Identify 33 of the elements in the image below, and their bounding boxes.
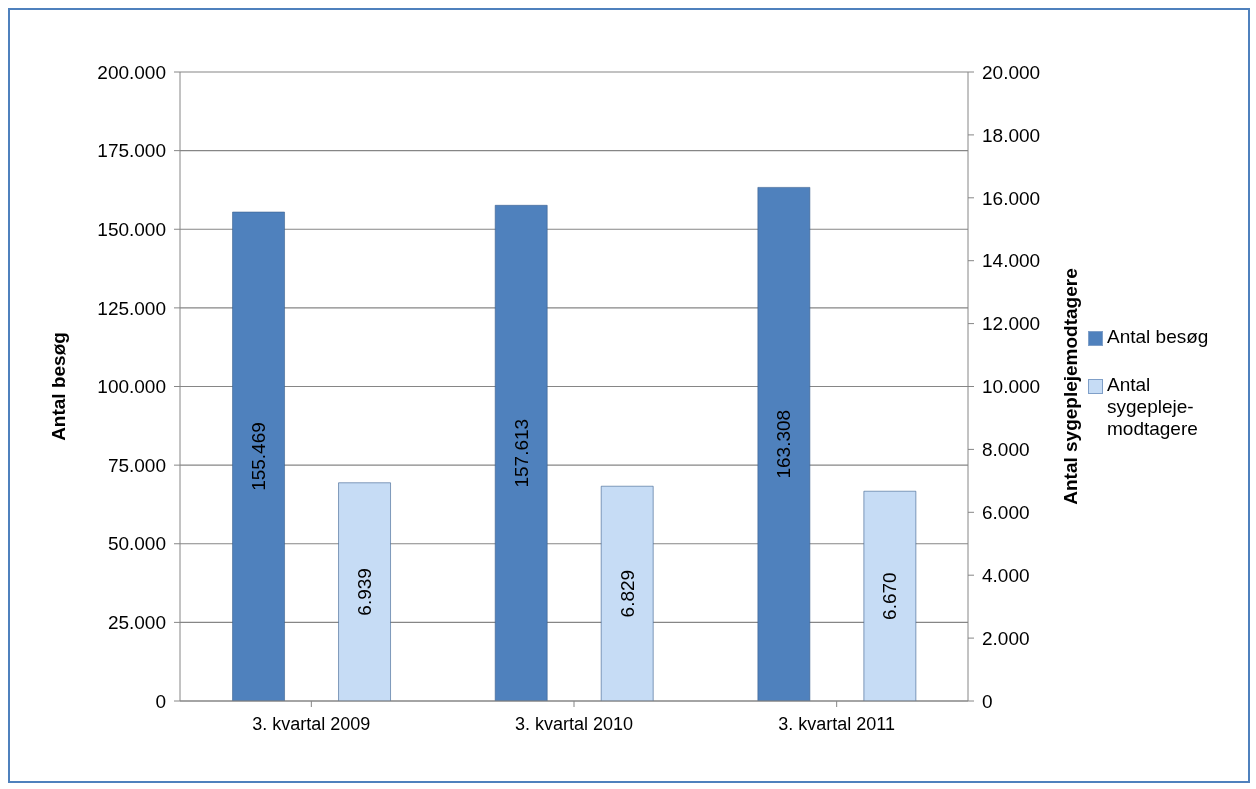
y-tick-label: 150.000 — [97, 218, 166, 240]
legend-label: Antal besøg — [1107, 325, 1210, 348]
y2-tick-label: 12.000 — [982, 313, 1041, 335]
data-label: 157.613 — [510, 418, 532, 488]
data-label: 6.829 — [616, 569, 638, 618]
legend-label: Antal sygepleje-modtagere — [1107, 373, 1199, 440]
y-tick-label: 25.000 — [107, 612, 166, 634]
y2-tick-label: 14.000 — [982, 250, 1041, 272]
data-label: 6.670 — [879, 572, 901, 620]
y2-tick-label: 10.000 — [982, 376, 1041, 398]
y-tick-label: 125.000 — [97, 297, 166, 319]
y-tick-label: 200.000 — [97, 61, 166, 83]
x-tick-label: 3. kvartal 2009 — [252, 713, 371, 734]
x-tick-label: 3. kvartal 2010 — [514, 713, 634, 734]
y2-tick-label: 18.000 — [982, 124, 1041, 146]
y2-tick-label: 16.000 — [982, 187, 1041, 209]
y-tick-label: 100.000 — [97, 376, 166, 398]
y2-axis-title: Antal sygeplejemodtagere — [1059, 268, 1081, 505]
y2-tick-label: 4.000 — [982, 564, 1030, 586]
y2-tick-label: 0 — [982, 690, 993, 712]
y-tick-label: 0 — [155, 690, 166, 712]
y2-tick-label: 2.000 — [982, 627, 1030, 649]
y-tick-label: 175.000 — [97, 140, 166, 162]
y-tick-label: 50.000 — [107, 533, 166, 555]
y2-tick-label: 6.000 — [982, 502, 1030, 524]
y-tick-label: 75.000 — [107, 454, 166, 476]
y2-tick-label: 8.000 — [982, 439, 1030, 461]
y2-tick-label: 20.000 — [982, 61, 1041, 83]
y-axis-title: Antal besøg — [47, 332, 69, 441]
data-label: 155.469 — [248, 422, 270, 491]
data-label: 163.308 — [773, 409, 795, 479]
data-label: 6.939 — [354, 568, 376, 616]
x-tick-label: 3. kvartal 2011 — [778, 713, 896, 734]
